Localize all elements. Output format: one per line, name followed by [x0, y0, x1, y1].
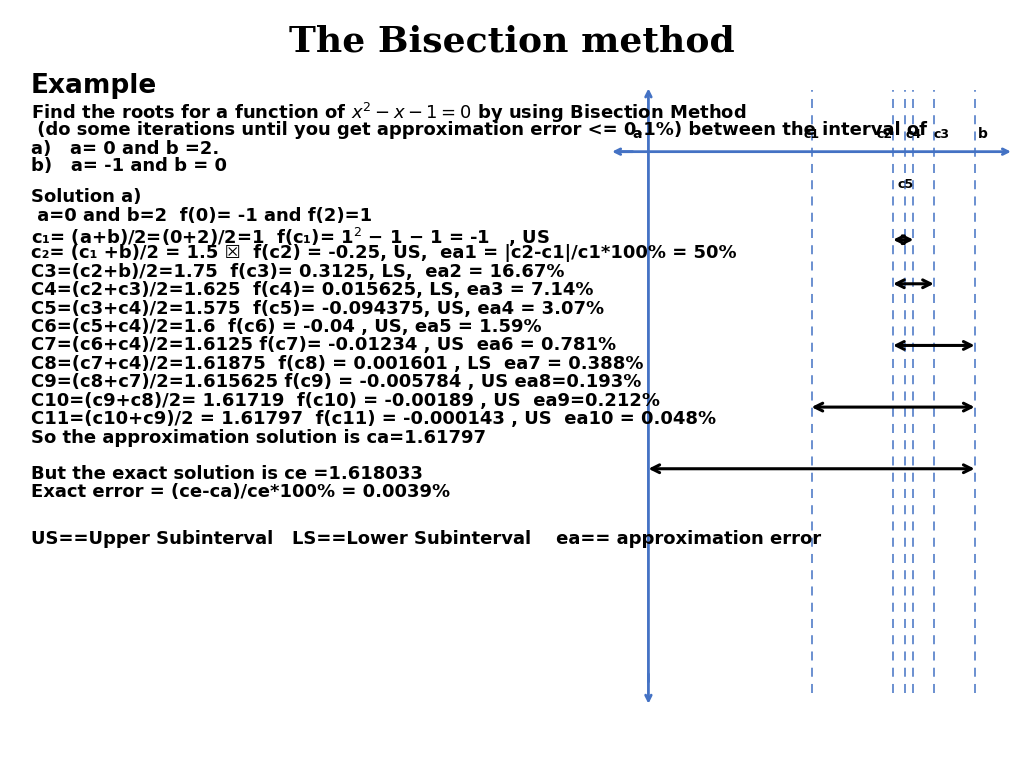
Text: a)   a= 0 and b =2.: a) a= 0 and b =2.	[31, 140, 219, 157]
Text: C7=(c6+c4)/2=1.6125 f(c7)= -0.01234 , US  ea6 = 0.781%: C7=(c6+c4)/2=1.6125 f(c7)= -0.01234 , US…	[31, 336, 615, 354]
Text: C8=(c7+c4)/2=1.61875  f(c8) = 0.001601 , LS  ea7 = 0.388%: C8=(c7+c4)/2=1.61875 f(c8) = 0.001601 , …	[31, 355, 643, 372]
Text: Find the roots for a function of $x^2 - x - 1 = 0$ by using Bisection Method: Find the roots for a function of $x^2 - …	[31, 101, 746, 125]
Text: C5=(c3+c4)/2=1.575  f(c5)= -0.094375, US, ea4 = 3.07%: C5=(c3+c4)/2=1.575 f(c5)= -0.094375, US,…	[31, 300, 604, 317]
Text: The Bisection method: The Bisection method	[289, 25, 735, 58]
Text: C10=(c9+c8)/2= 1.61719  f(c10) = -0.00189 , US  ea9=0.212%: C10=(c9+c8)/2= 1.61719 f(c10) = -0.00189…	[31, 392, 659, 409]
Text: a=0 and b=2  f(0)= -1 and f(2)=1: a=0 and b=2 f(0)= -1 and f(2)=1	[31, 207, 372, 225]
Text: (do some iterations until you get approximation error <= 0.1%) between the inter: (do some iterations until you get approx…	[31, 121, 927, 138]
Text: c3: c3	[934, 127, 950, 141]
Text: US==Upper Subinterval   LS==Lower Subinterval    ea== approximation error: US==Upper Subinterval LS==Lower Subinter…	[31, 530, 821, 548]
Text: a: a	[633, 127, 642, 141]
Text: C11=(c10+c9)/2 = 1.61797  f(c11) = -0.000143 , US  ea10 = 0.048%: C11=(c10+c9)/2 = 1.61797 f(c11) = -0.000…	[31, 410, 716, 428]
Text: b: b	[978, 127, 988, 141]
Text: c5: c5	[897, 178, 913, 191]
Text: Example: Example	[31, 73, 157, 99]
Text: C6=(c5+c4)/2=1.6  f(c6) = -0.04 , US, ea5 = 1.59%: C6=(c5+c4)/2=1.6 f(c6) = -0.04 , US, ea5…	[31, 318, 542, 336]
Text: Exact error = (ce-ca)/ce*100% = 0.0039%: Exact error = (ce-ca)/ce*100% = 0.0039%	[31, 483, 450, 501]
Text: b)   a= -1 and b = 0: b) a= -1 and b = 0	[31, 157, 226, 175]
Text: Solution a): Solution a)	[31, 188, 141, 206]
Text: c1: c1	[804, 127, 819, 141]
Text: c₁= (a+b)/2=(0+2)/2=1  f(c₁)= 1$^2$ − 1 − 1 = -1   , US: c₁= (a+b)/2=(0+2)/2=1 f(c₁)= 1$^2$ − 1 −…	[31, 226, 550, 249]
Text: C3=(c2+b)/2=1.75  f(c3)= 0.3125, LS,  ea2 = 16.67%: C3=(c2+b)/2=1.75 f(c3)= 0.3125, LS, ea2 …	[31, 263, 564, 280]
Text: But the exact solution is ce =1.618033: But the exact solution is ce =1.618033	[31, 465, 423, 482]
Text: c₂= (c₁ +b)/2 = 1.5 ☒  f(c2) = -0.25, US,  ea1 = |c2-c1|/c1*100% = 50%: c₂= (c₁ +b)/2 = 1.5 ☒ f(c2) = -0.25, US,…	[31, 244, 736, 262]
Text: C4=(c2+c3)/2=1.625  f(c4)= 0.015625, LS, ea3 = 7.14%: C4=(c2+c3)/2=1.625 f(c4)= 0.015625, LS, …	[31, 281, 593, 299]
Text: c2: c2	[877, 127, 893, 141]
Text: So the approximation solution is ca=1.61797: So the approximation solution is ca=1.61…	[31, 429, 485, 446]
Text: c4: c4	[905, 127, 922, 141]
Text: C9=(c8+c7)/2=1.615625 f(c9) = -0.005784 , US ea8=0.193%: C9=(c8+c7)/2=1.615625 f(c9) = -0.005784 …	[31, 373, 641, 391]
